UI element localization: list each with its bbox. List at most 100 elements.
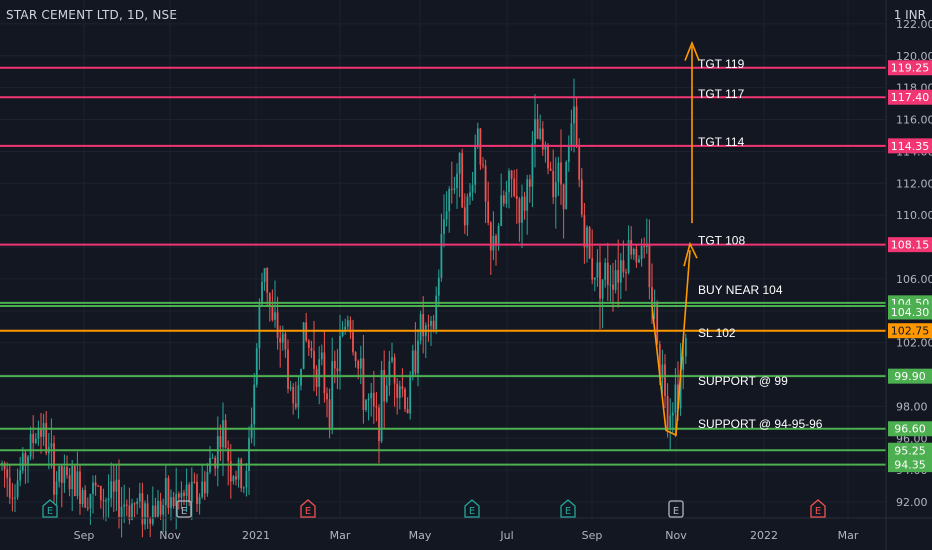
candle-body xyxy=(534,119,536,144)
time-tick-label: Mar xyxy=(330,529,351,542)
level-price-badge: 102.75 xyxy=(888,323,932,339)
candle-body xyxy=(274,312,276,320)
candle xyxy=(440,213,443,282)
candle xyxy=(565,160,568,210)
candle xyxy=(474,134,477,194)
candle xyxy=(255,343,258,388)
candle xyxy=(86,497,89,512)
candle-body xyxy=(554,182,557,198)
candle-body xyxy=(578,145,581,180)
candle xyxy=(653,289,656,320)
candle xyxy=(469,183,471,205)
earnings-marker[interactable]: E xyxy=(176,500,192,518)
level-badge-bg xyxy=(888,442,932,458)
candle-body xyxy=(677,384,679,409)
candle-body xyxy=(367,398,370,401)
candle-body xyxy=(21,453,24,471)
candle xyxy=(315,365,318,396)
earnings-marker-label: E xyxy=(181,506,187,517)
candle-body xyxy=(466,196,469,226)
candle xyxy=(297,375,300,419)
candle-body xyxy=(196,481,198,504)
earnings-marker[interactable]: E xyxy=(560,499,576,518)
candle-body xyxy=(380,370,383,442)
candle xyxy=(645,218,648,254)
candle xyxy=(419,310,422,345)
candle xyxy=(305,312,308,343)
candle-body xyxy=(237,459,240,480)
candle-body xyxy=(328,399,331,428)
candle-body xyxy=(606,262,609,285)
candle xyxy=(219,424,222,462)
candle xyxy=(266,267,269,307)
candle-body xyxy=(235,476,237,480)
candle-body xyxy=(123,504,126,507)
candle xyxy=(120,487,123,538)
level-badge-text: 102.75 xyxy=(891,325,930,338)
candle xyxy=(612,262,614,312)
candle-body xyxy=(643,246,646,248)
candle xyxy=(502,190,505,207)
candle-body xyxy=(443,219,445,234)
candle-body xyxy=(463,207,466,226)
earnings-marker[interactable]: E xyxy=(810,499,826,518)
earnings-marker[interactable]: E xyxy=(668,500,684,518)
candle xyxy=(97,484,100,487)
candle xyxy=(632,247,635,260)
candle-body xyxy=(294,403,297,408)
candle-body xyxy=(427,325,430,327)
price-tick-label: 102.00 xyxy=(896,337,932,350)
candle-body xyxy=(541,128,544,150)
candle xyxy=(196,473,198,512)
candle xyxy=(622,240,625,278)
candle-body xyxy=(170,497,172,508)
earnings-marker[interactable]: E xyxy=(42,499,58,518)
candle-body xyxy=(183,492,185,496)
candle-body xyxy=(372,392,375,407)
candle xyxy=(674,368,677,438)
earnings-marker-label: E xyxy=(469,506,475,517)
candle-body xyxy=(146,503,149,518)
candle xyxy=(294,381,297,410)
candle-body xyxy=(227,448,230,462)
candle xyxy=(92,475,94,514)
candle-body xyxy=(456,173,458,189)
level-badge-text: 94.35 xyxy=(894,459,926,472)
candle-body xyxy=(458,153,461,174)
candle-body xyxy=(383,370,386,402)
candle-body xyxy=(341,331,344,337)
candle xyxy=(149,516,152,538)
price-tick-label: 112.00 xyxy=(896,177,932,190)
candle-body xyxy=(297,385,300,408)
chart-grid xyxy=(0,0,886,518)
candle-body xyxy=(107,498,110,501)
candle-body xyxy=(562,184,565,210)
level-price-badge: 95.25 xyxy=(888,442,932,458)
candle-body xyxy=(79,471,81,504)
candle-body xyxy=(326,393,328,400)
candle-body xyxy=(333,360,336,369)
currency-label[interactable]: 1 INR xyxy=(893,8,926,22)
candle xyxy=(112,463,115,513)
candle-body xyxy=(287,349,289,389)
candle xyxy=(684,333,687,364)
candle-body xyxy=(331,360,334,428)
candle xyxy=(242,486,245,494)
candle xyxy=(341,321,344,338)
earnings-marker[interactable]: E xyxy=(300,499,316,518)
candle xyxy=(580,167,583,218)
candle-body xyxy=(219,436,222,448)
time-tick-label: 2022 xyxy=(750,529,778,542)
earnings-marker-box xyxy=(176,500,192,518)
candle xyxy=(102,488,105,520)
candle xyxy=(276,296,279,350)
time-tick-label: May xyxy=(409,529,432,542)
candle xyxy=(229,444,232,499)
candle-body xyxy=(396,383,399,398)
candle-body xyxy=(16,480,19,498)
earnings-marker[interactable]: E xyxy=(464,499,480,518)
candle-body xyxy=(151,505,154,524)
candle-body xyxy=(619,260,622,283)
candle-body xyxy=(112,481,115,492)
